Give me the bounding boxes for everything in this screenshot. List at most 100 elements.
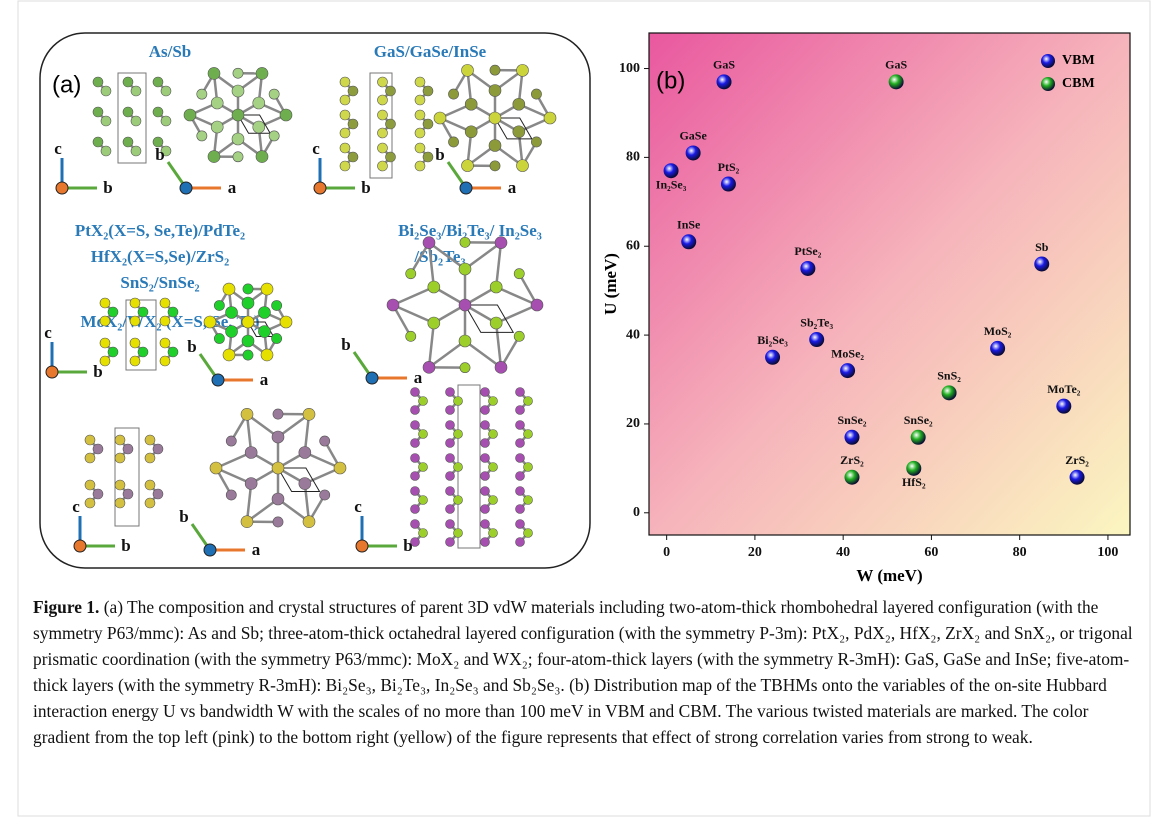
caption: Figure 1. (a) The composition and crysta… [33,594,1135,750]
atom [460,363,470,373]
data-label: SnSe₂ [904,413,933,427]
data-point [1034,257,1049,272]
axis-origin [180,182,192,194]
axis-letter: b [435,145,444,164]
atom [378,143,388,153]
atom [153,107,163,117]
atom [168,307,178,317]
atom [446,388,455,397]
data-point [717,74,732,89]
atom [340,128,350,138]
atom [232,85,244,97]
data-label: PtS₂ [718,160,740,174]
atom [531,299,543,311]
atom [378,95,388,105]
structure-title: Bi₂Se₃/Bi₂Te₃/ In₂Se₃ [398,221,542,240]
atom [145,435,155,445]
atom [516,472,525,481]
atom [446,421,455,430]
atom [490,281,502,293]
axis-letter: b [341,335,350,354]
atom [415,77,425,87]
atom [411,520,420,529]
y-tick-label: 0 [633,505,640,520]
axis-origin [460,182,472,194]
atom [261,349,273,361]
legend-marker [1041,77,1055,91]
axis-letter: b [403,536,412,555]
atom [386,152,396,162]
atom [454,397,463,406]
atom [386,119,396,129]
y-axis-title: U (meV) [601,253,620,315]
data-point [1056,399,1071,414]
atom [241,516,253,528]
atom [415,161,425,171]
atom [415,110,425,120]
atom [460,237,470,247]
atom [454,529,463,538]
atom [243,350,253,360]
data-point [844,430,859,445]
atom [481,472,490,481]
atom [184,109,196,121]
axis-origin [74,540,86,552]
atom [108,347,118,357]
atom [272,431,284,443]
x-tick-label: 100 [1097,545,1118,560]
atom [446,454,455,463]
atom [214,333,224,343]
axis-letter: b [121,536,130,555]
atom [490,317,502,329]
atom [490,161,500,171]
atom [138,347,148,357]
data-point [911,430,926,445]
atom [280,316,292,328]
atom [100,298,110,308]
data-point [840,363,855,378]
atom [516,487,525,496]
axis-letter: a [508,178,517,197]
atom [423,119,433,129]
data-label: MoS₂ [984,324,1012,338]
atom [93,137,103,147]
atom [489,529,498,538]
atom [233,152,243,162]
atom [303,408,315,420]
atom [340,110,350,120]
atom [160,298,170,308]
atom [423,152,433,162]
atom [411,406,420,415]
atom [223,283,235,295]
atom [446,472,455,481]
atom [348,152,358,162]
atom [524,397,533,406]
atom [531,89,541,99]
atom [340,161,350,171]
atom [101,116,111,126]
atom [489,85,501,97]
atom [419,430,428,439]
atom [459,263,471,275]
atom [481,538,490,547]
atom [273,517,283,527]
atom [272,300,282,310]
data-label: SnSe₂ [838,413,867,427]
x-tick-label: 0 [663,545,670,560]
atom [481,505,490,514]
y-tick-label: 20 [626,416,640,431]
atom [446,520,455,529]
x-axis-title: W (meV) [856,566,922,585]
atom [123,444,133,454]
atom [524,430,533,439]
data-label: MoSe₂ [831,346,864,360]
axis-letter: c [312,139,320,158]
atom [411,454,420,463]
atom [428,281,440,293]
atom [100,338,110,348]
y-tick-label: 60 [626,238,640,253]
atom [514,331,524,341]
atom [273,409,283,419]
atom [423,86,433,96]
atom [481,487,490,496]
